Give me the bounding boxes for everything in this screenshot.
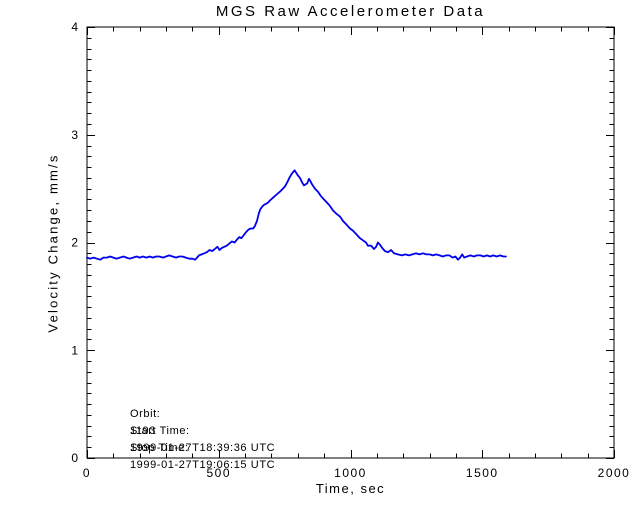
x-axis-title: Time, sec — [315, 481, 386, 496]
x-tick-label: 1000 — [334, 466, 367, 480]
x-tick-label: 1500 — [466, 466, 499, 480]
annotation-row-orbit: Orbit: 1193 — [108, 389, 275, 437]
annotation-block: Orbit: 1193 Start Time: 1999-01-27T18:39… — [108, 389, 275, 471]
y-tick-label: 1 — [71, 343, 78, 357]
x-tick-label: 2000 — [598, 466, 631, 480]
annotation-value: 1999-01-27T19:06:15 UTC — [129, 459, 276, 471]
y-tick-label: 0 — [71, 451, 78, 465]
chart-title: MGS Raw Accelerometer Data — [215, 3, 486, 20]
annotation-label: Start Time: — [129, 425, 190, 437]
annotation-row-start-time: Start Time: 1999-01-27T18:39:36 UTC — [108, 406, 275, 454]
annotation-row-stop-time: Stop Time: 1999-01-27T19:06:15 UTC — [108, 423, 275, 471]
y-tick-label: 3 — [71, 128, 78, 142]
tick-marks — [87, 27, 615, 459]
x-tick-label: 500 — [206, 466, 231, 480]
data-series-line — [86, 169, 507, 261]
annotation-label: Stop Time: — [129, 442, 189, 454]
y-axis-title: Velocity Change, mm/s — [45, 153, 61, 333]
annotation-value: 1193 — [129, 425, 156, 437]
y-tick-label: 4 — [71, 20, 78, 34]
annotation-value: 1999-01-27T18:39:36 UTC — [129, 442, 276, 454]
plot-box — [86, 26, 615, 459]
y-tick-label: 2 — [71, 236, 78, 250]
annotation-label: Orbit: — [129, 408, 161, 420]
x-tick-label: 0 — [83, 466, 91, 480]
tick-labels: 0 500 1000 1500 2000 0 1 2 3 4 — [71, 20, 631, 480]
